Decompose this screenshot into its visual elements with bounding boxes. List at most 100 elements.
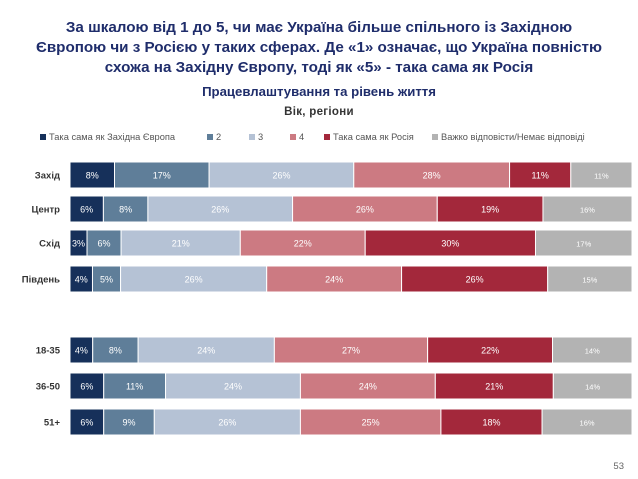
data-label: 18% (482, 418, 500, 428)
bar-segment (69, 408, 105, 436)
bar-segment (92, 336, 139, 364)
data-label: 16% (580, 419, 595, 428)
legend-swatch-1 (40, 133, 46, 140)
bar-segment (120, 265, 268, 293)
bar-segment (137, 336, 275, 364)
data-label: 22% (294, 239, 312, 249)
data-label: 26% (211, 205, 229, 215)
bar-segment (120, 229, 241, 257)
data-label: 25% (362, 418, 380, 428)
legend-label-4: 4 (299, 132, 305, 142)
legend-label-3: 3 (258, 132, 264, 142)
legend-swatch-3 (249, 133, 255, 140)
legend-item-3: 3 (249, 132, 263, 142)
bar-segment (165, 372, 301, 400)
bar-segment (86, 229, 122, 257)
data-label: 28% (423, 171, 441, 181)
data-label: 24% (359, 382, 377, 392)
data-label: 17% (576, 240, 591, 249)
bar-segment (542, 195, 633, 223)
bar-segment (547, 265, 633, 293)
category-label: Схід (39, 239, 60, 250)
data-label: 8% (86, 171, 99, 181)
bar-segment (552, 372, 633, 400)
chart-title-line-3: схожа на Західну Європу, тоді як «5» - т… (104, 59, 534, 76)
data-label: 26% (466, 275, 484, 285)
bar-segment (509, 161, 572, 189)
chart-title-line-2: Європою чи з Росією у таких сферах. Де «… (36, 39, 602, 56)
chart-breakdown-label: Вік, регіони (284, 106, 354, 118)
data-label: 26% (356, 205, 374, 215)
legend-item-5: Така сама як Росія (324, 132, 414, 142)
data-label: 6% (80, 418, 93, 428)
data-label: 21% (485, 382, 503, 392)
data-label: 26% (185, 275, 203, 285)
category-label: 51+ (44, 418, 61, 429)
data-label: 24% (197, 346, 215, 356)
legend-swatch-5 (324, 133, 330, 140)
data-label: 6% (80, 382, 93, 392)
bar-segment (299, 372, 436, 400)
legend-swatch-4 (290, 133, 296, 140)
legend-swatch-2 (207, 133, 213, 140)
data-label: 21% (172, 239, 190, 249)
bar-segment (552, 336, 633, 364)
data-label: 14% (585, 347, 600, 356)
bar-segment (434, 372, 554, 400)
bar-segment (299, 408, 442, 436)
page-number: 53 (613, 461, 624, 472)
data-label: 14% (585, 383, 600, 392)
data-label: 16% (580, 206, 595, 215)
category-label: Центр (31, 205, 60, 216)
category-label: 18-35 (36, 346, 61, 357)
data-label: 27% (342, 346, 360, 356)
legend-item-2: 2 (207, 132, 221, 142)
data-label: 24% (325, 275, 343, 285)
data-label: 6% (98, 239, 111, 249)
bar-segment (427, 336, 554, 364)
data-label: 6% (80, 205, 93, 215)
data-label: 11% (126, 382, 143, 392)
bar-segment (436, 195, 544, 223)
data-label: 5% (100, 275, 113, 285)
data-label: 9% (123, 418, 136, 428)
legend-item-1: Така сама як Західна Європа (40, 132, 175, 142)
legend-label-5: Така сама як Росія (333, 132, 414, 142)
chart-title-line-1: За шкалою від 1 до 5, чи має Україна біл… (65, 19, 573, 36)
legend: Така сама як Західна Європа 2 3 4 Така сама … (40, 132, 632, 144)
data-label: 26% (272, 171, 290, 181)
data-label: 24% (224, 382, 242, 392)
bar-segment (364, 229, 536, 257)
legend-swatch-6 (432, 133, 438, 140)
data-label: 17% (153, 171, 171, 181)
bar-segment (69, 195, 104, 223)
data-label: 15% (582, 276, 597, 285)
bar-segment (153, 408, 301, 436)
legend-item-6: Важко відповісти/Немає відповіді (432, 132, 585, 142)
data-label: 4% (75, 275, 88, 285)
legend-item-4: 4 (290, 132, 304, 142)
category-label: Південь (22, 275, 60, 286)
data-label: 30% (441, 239, 459, 249)
legend-label-1: Така сама як Західна Європа (49, 132, 176, 142)
bar-segment (440, 408, 543, 436)
data-label: 4% (75, 346, 88, 356)
data-label: 11% (532, 171, 549, 181)
data-label: 19% (481, 205, 499, 215)
data-label: 8% (119, 205, 132, 215)
data-label: 3% (72, 239, 85, 249)
legend-label-2: 2 (216, 132, 222, 142)
legend-label-6: Важко відповісти/Немає відповіді (441, 132, 585, 142)
chart-subtitle: Працевлаштування та рівень життя (202, 84, 436, 99)
chart-title: За шкалою від 1 до 5, чи має Україна біл… (0, 18, 638, 78)
bar-segment (69, 161, 116, 189)
bar-segment (541, 408, 633, 436)
bar-segment (570, 161, 633, 189)
data-label: 26% (218, 418, 236, 428)
bar-segment (102, 195, 149, 223)
category-label: Захід (35, 171, 60, 182)
data-label: 22% (481, 346, 499, 356)
bar-segment (103, 408, 155, 436)
data-label: 8% (109, 346, 122, 356)
